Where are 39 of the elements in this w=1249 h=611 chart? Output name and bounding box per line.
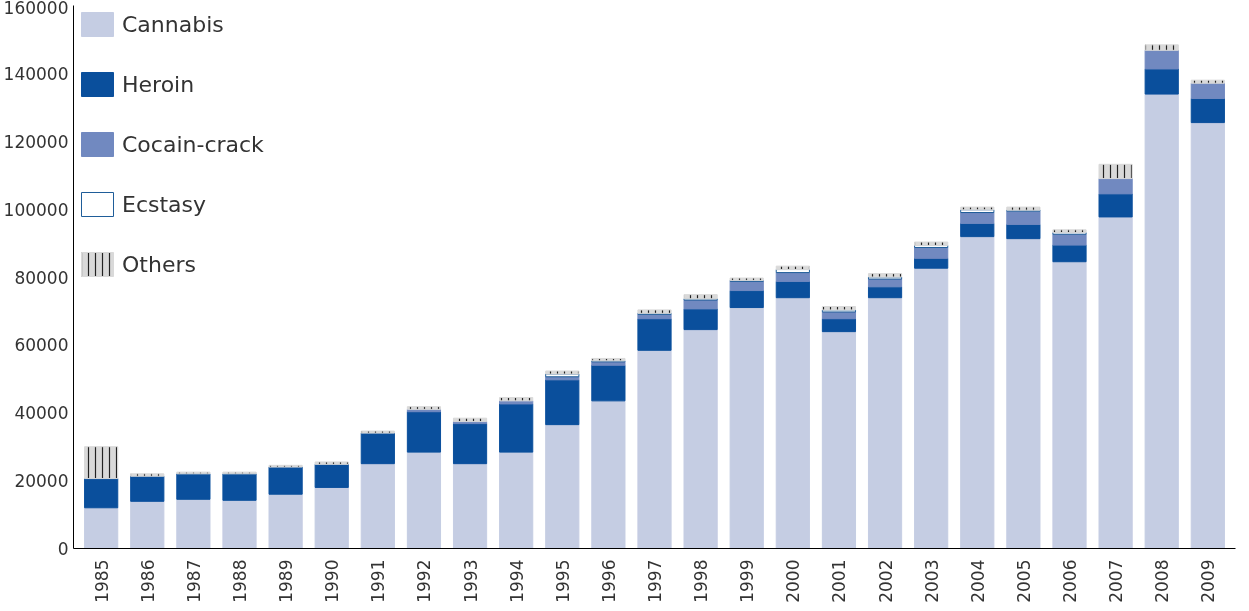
x-tick-label: 2008 [1152,559,1173,603]
x-tick-label: 2007 [1106,559,1127,603]
x-tick-label: 1988 [230,559,250,603]
x-tick-label: 2003 [921,559,942,603]
x-tick-label: 2005 [1013,559,1034,603]
x-tick-label: 1992 [414,559,435,603]
y-tick-label: 120000 [3,131,69,152]
y-tick-label: 140000 [3,63,69,84]
legend-label: Heroin [122,71,195,97]
y-tick-label: 80000 [14,267,69,288]
x-tick-label: 2009 [1198,559,1219,603]
x-tick-label: 1991 [368,559,389,603]
x-tick-label: 1987 [183,559,204,603]
y-tick-label: 100000 [3,199,69,220]
y-tick-label: 60000 [14,335,69,356]
x-tick-label: 1998 [691,559,712,603]
x-tick-label: 2001 [829,559,850,603]
x-tick-label: 1994 [506,559,527,603]
legend-label: Others [122,251,196,277]
x-tick-label: 2004 [967,559,988,603]
x-tick-label: 1990 [322,559,343,603]
legend-label: Ecstasy [122,191,207,217]
x-tick-label: 1997 [645,559,665,603]
x-tick-label: 2000 [783,559,804,603]
x-tick-label: 2006 [1060,559,1080,603]
y-tick-label: 0 [57,539,69,559]
legend-label: Cannabis [122,11,224,37]
x-tick-label: 1989 [276,559,297,603]
legend-label: Cocain-crack [122,131,264,157]
x-tick-label: 1985 [91,559,112,603]
x-tick-label: 1986 [137,559,158,603]
y-tick-label: 40000 [14,403,69,424]
x-tick-label: 2002 [875,559,896,603]
y-tick-label: 160000 [3,0,69,18]
x-tick-label: 1996 [598,559,619,603]
x-tick-label: 1999 [737,559,758,603]
x-tick-label: 1993 [460,559,481,603]
y-tick-label: 20000 [14,471,69,492]
x-tick-label: 1995 [552,559,573,603]
